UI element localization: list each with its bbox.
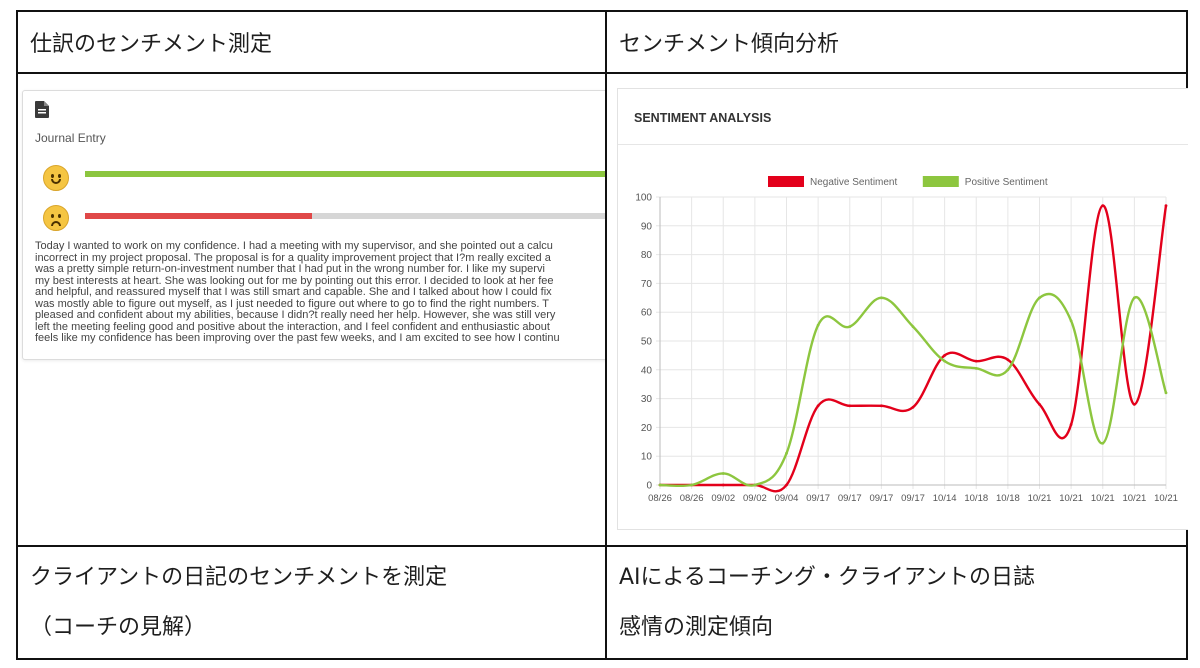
positive-sentiment-fill (85, 171, 605, 177)
journal-entry-label: Journal Entry (35, 131, 106, 145)
x-tick-label: 10/21 (1091, 493, 1115, 504)
x-tick-label: 10/21 (1059, 493, 1083, 504)
data-point (753, 483, 757, 487)
table-divider-bottom (18, 545, 1186, 547)
data-point (848, 404, 852, 408)
negative-sentiment-bar (85, 213, 605, 219)
data-point (1132, 402, 1136, 406)
x-tick-label: 09/17 (869, 493, 893, 504)
data-point (1132, 296, 1136, 300)
data-point (911, 325, 915, 328)
y-tick-label: 20 (641, 423, 653, 434)
footer-trend-description: AIによるコーチング・クライアントの日誌 感情の測定傾向 (607, 547, 1188, 658)
sentiment-line-chart: Negative Sentiment Positive Sentiment 0 10… (635, 176, 1178, 504)
frown-face-icon (43, 205, 69, 231)
x-tick-label: 10/21 (1122, 493, 1146, 504)
data-point (658, 483, 662, 487)
table-divider-top (18, 72, 1186, 74)
footer-right-line-1: AIによるコーチング・クライアントの日誌 (619, 565, 1035, 590)
data-point (1164, 391, 1168, 395)
footer-left-line-2: （コーチの見解） (30, 615, 207, 640)
header-sentiment-trend: センチメント傾向分析 (619, 32, 840, 57)
y-tick-label: 80 (641, 250, 653, 261)
y-tick-label: 70 (641, 279, 653, 290)
y-tick-label: 40 (641, 365, 653, 376)
data-point (721, 483, 725, 487)
data-point (974, 366, 978, 370)
positive-sentiment-bar (85, 171, 605, 177)
legend-swatch-1 (922, 176, 959, 187)
data-point (1069, 423, 1073, 426)
y-tick-label: 10 (641, 452, 653, 463)
chart-cell: SENTIMENT ANALYSIS Negative Sentiment Pos… (607, 74, 1188, 545)
journal-entry-card[interactable]: Journal Entry Today I wanted to work on … (22, 90, 605, 360)
legend-swatch-0 (768, 176, 804, 187)
y-tick-label: 30 (641, 394, 653, 405)
journal-entry-text: Today I wanted to work on my confidence.… (35, 240, 560, 344)
legend-label-1: Positive Sentiment (965, 177, 1048, 188)
data-point (1069, 319, 1073, 323)
data-point (943, 359, 947, 363)
footer-journal-description: クライアントの日記のセンチメントを測定 （コーチの見解） (18, 547, 605, 658)
data-point (1006, 368, 1010, 372)
chart-series (658, 204, 1168, 493)
data-point (1038, 296, 1041, 300)
data-point (879, 296, 883, 300)
data-point (785, 451, 788, 455)
sentiment-chart-card: SENTIMENT ANALYSIS Negative Sentiment Pos… (617, 88, 1188, 530)
x-tick-label: 09/02 (743, 493, 767, 504)
smile-face-icon (43, 165, 69, 191)
data-point (974, 359, 978, 363)
x-tick-label: 09/17 (901, 493, 925, 504)
document-icon (35, 101, 49, 118)
x-tick-label: 10/21 (1154, 493, 1178, 504)
chart-title: SENTIMENT ANALYSIS (634, 111, 772, 125)
data-point (1038, 402, 1041, 406)
data-point (785, 483, 788, 487)
data-point (1101, 204, 1105, 208)
y-tick-label: 60 (641, 308, 653, 319)
x-tick-label: 10/18 (964, 493, 988, 504)
footer-left-line-1: クライアントの日記のセンチメントを測定 (30, 565, 448, 590)
x-tick-label: 10/21 (1028, 493, 1052, 504)
data-point (721, 472, 725, 475)
data-point (816, 404, 820, 408)
x-tick-label: 10/18 (996, 493, 1020, 504)
data-point (1164, 204, 1168, 208)
data-point (816, 323, 820, 327)
footer-right-line-2: 感情の測定傾向 (619, 615, 774, 640)
x-tick-label: 10/14 (933, 493, 957, 504)
x-tick-label: 09/02 (711, 493, 735, 504)
header-journal-sentiment: 仕訳のセンチメント測定 (30, 32, 273, 57)
y-tick-label: 0 (646, 481, 652, 492)
negative-sentiment-fill (85, 213, 312, 219)
x-tick-label: 09/17 (838, 493, 862, 504)
y-tick-label: 50 (641, 337, 653, 348)
chart-legend: Negative Sentiment Positive Sentiment (768, 176, 1048, 188)
x-tick-label: 09/17 (806, 493, 830, 504)
journal-cell: Journal Entry Today I wanted to work on … (18, 74, 605, 545)
data-point (911, 405, 915, 409)
chart-header: SENTIMENT ANALYSIS (618, 89, 1188, 145)
y-axis: 0 10 20 30 40 50 60 70 80 90 100 (635, 193, 652, 492)
data-point (1006, 358, 1010, 362)
data-point (848, 325, 852, 328)
x-tick-label: 09/04 (775, 493, 799, 504)
x-axis: 08/26 08/26 09/02 09/02 09/04 09/17 09/17 09/17… (648, 493, 1178, 504)
table-divider-vertical (605, 12, 607, 658)
data-point (943, 354, 947, 357)
x-tick-label: 08/26 (648, 493, 672, 504)
data-point (1101, 441, 1105, 445)
comparison-table: 仕訳のセンチメント測定 センチメント傾向分析 Journal Entry (16, 10, 1188, 660)
data-point (879, 404, 883, 408)
legend-label-0: Negative Sentiment (810, 177, 897, 188)
data-point (690, 483, 694, 487)
x-tick-label: 08/26 (680, 493, 704, 504)
chart-grid (656, 196, 1167, 489)
y-tick-label: 100 (635, 193, 652, 204)
y-tick-label: 90 (641, 221, 653, 232)
